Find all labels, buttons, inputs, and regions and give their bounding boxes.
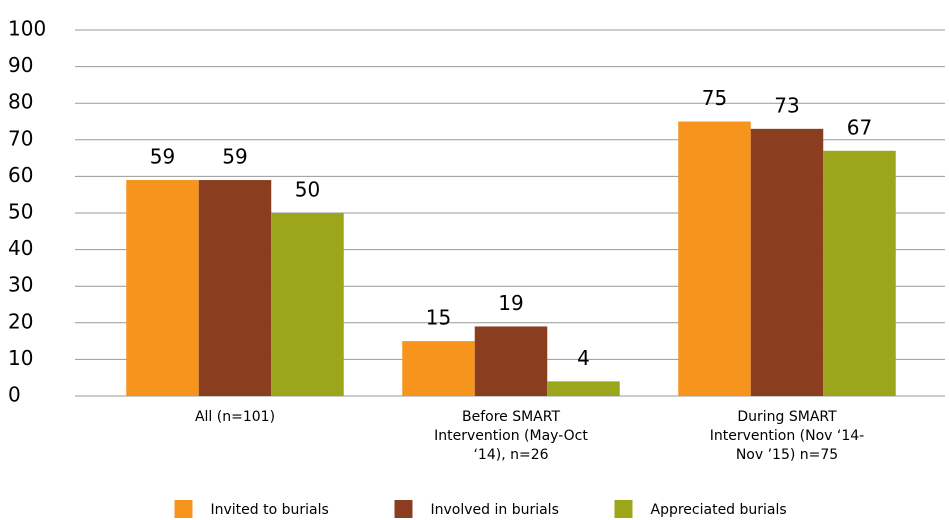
x-tick-label: All (n=101) — [194, 409, 276, 425]
bar — [271, 213, 344, 396]
bar — [198, 180, 272, 396]
y-tick-label: 30 — [8, 273, 33, 297]
y-tick-label: 50 — [8, 200, 33, 224]
y-tick-label: 100 — [8, 17, 46, 41]
data-label: 15 — [426, 306, 451, 330]
legend-swatch — [394, 500, 413, 518]
data-label: 19 — [498, 291, 523, 315]
data-label: 75 — [702, 86, 727, 110]
legend-swatch — [614, 500, 633, 518]
bar — [823, 150, 896, 396]
y-tick-label: 10 — [8, 346, 33, 370]
data-label: 59 — [222, 145, 247, 169]
legend-label: Appreciated burials — [651, 502, 787, 518]
bar — [474, 326, 548, 396]
data-label: 50 — [295, 178, 320, 202]
y-tick-label: 0 — [8, 383, 21, 407]
y-tick-label: 60 — [8, 163, 33, 187]
bar — [750, 128, 824, 396]
y-tick-label: 20 — [8, 309, 33, 333]
legend-swatch — [174, 500, 193, 518]
bar — [547, 381, 620, 396]
y-tick-label: 80 — [8, 90, 33, 114]
x-tick-label: During SMART Intervention (Nov ‘14-Nov ’… — [709, 409, 865, 463]
bar — [126, 180, 199, 396]
bar — [678, 121, 751, 396]
y-tick-label: 40 — [8, 236, 33, 260]
y-tick-label: 70 — [8, 126, 33, 150]
data-label: 4 — [577, 346, 590, 370]
data-label: 73 — [774, 93, 799, 117]
x-tick-label: Before SMART Intervention (May-Oct ‘14),… — [434, 409, 588, 463]
data-label: 59 — [150, 145, 175, 169]
legend-label: Involved in burials — [431, 502, 559, 518]
y-tick-label: 90 — [8, 53, 33, 77]
bar — [402, 341, 475, 396]
legend-label: Invited to burials — [211, 502, 329, 518]
data-label: 67 — [847, 115, 872, 139]
